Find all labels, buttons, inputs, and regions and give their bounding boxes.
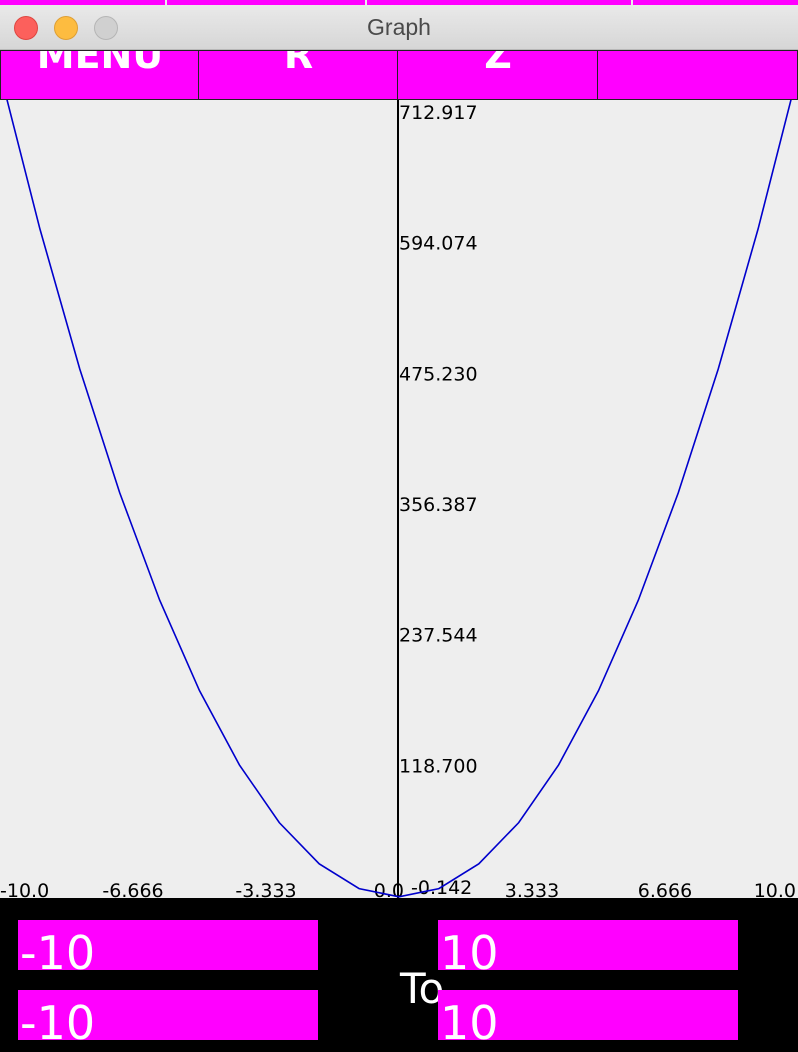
y-tick-label: 356.387 — [399, 494, 478, 516]
y-tick-label: 475.230 — [399, 363, 478, 385]
x-to-input[interactable]: 10 — [438, 920, 738, 970]
x-from-input[interactable]: -10 — [18, 920, 318, 970]
x-tick-label: -10.0 — [0, 880, 49, 898]
y-tick-label: 712.917 — [399, 102, 478, 124]
to-label: To — [400, 964, 445, 1013]
close-window-button[interactable] — [14, 16, 38, 40]
y-from-input[interactable]: -10 — [18, 990, 318, 1040]
menu-button[interactable]: MENU — [0, 50, 200, 100]
x-tick-label: -3.333 — [235, 880, 296, 898]
minimize-window-button[interactable] — [54, 16, 78, 40]
y-tick-label: 237.544 — [399, 625, 478, 647]
function-curve — [6, 100, 792, 898]
range-controls: -10 10 -10 To 10 — [0, 898, 798, 1052]
x-axis-labels: -10.0 -6.666 -3.333 0.0 3.333 6.666 10.0 — [0, 880, 796, 898]
background-window-strip — [0, 0, 798, 5]
graph-plot[interactable]: 712.917 594.074 475.230 356.387 237.544 118.7… — [0, 100, 798, 898]
x-tick-label: 6.666 — [638, 880, 692, 898]
window-titlebar[interactable]: Graph — [0, 0, 798, 50]
blank-button[interactable] — [597, 50, 798, 100]
y-axis-labels: 712.917 594.074 475.230 356.387 237.544 118.7… — [399, 102, 478, 898]
menu-bar: MENU R Z — [0, 50, 798, 100]
x-tick-label: -6.666 — [102, 880, 163, 898]
x-tick-label: 3.333 — [505, 880, 559, 898]
window-title: Graph — [367, 14, 431, 40]
reset-button[interactable]: R — [198, 50, 399, 100]
y-tick-label: 594.074 — [399, 233, 478, 255]
zoom-button[interactable]: Z — [397, 50, 599, 100]
y-to-input[interactable]: 10 — [438, 990, 738, 1040]
y-tick-label: 118.700 — [399, 755, 478, 777]
zoom-window-button[interactable] — [94, 16, 118, 40]
x-tick-label: 10.0 — [754, 880, 796, 898]
